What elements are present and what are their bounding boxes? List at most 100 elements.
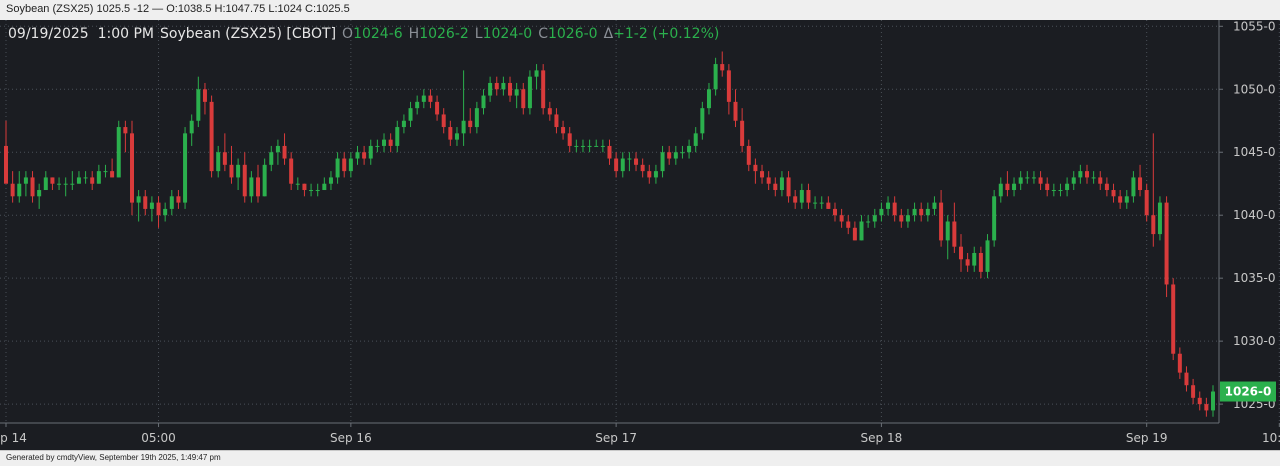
candle-body bbox=[574, 145, 579, 147]
candle-body bbox=[879, 208, 884, 216]
candle bbox=[103, 164, 108, 178]
candle bbox=[1171, 278, 1176, 361]
candle bbox=[627, 152, 632, 172]
candle-body bbox=[813, 202, 818, 204]
candle bbox=[249, 171, 254, 203]
candle-body bbox=[169, 196, 174, 209]
candle-body bbox=[992, 196, 997, 241]
candle-body bbox=[222, 152, 227, 165]
candle bbox=[1091, 171, 1096, 184]
candle-body bbox=[852, 227, 857, 241]
candle-body bbox=[282, 145, 287, 159]
candle bbox=[395, 120, 400, 153]
candle-body bbox=[70, 183, 75, 185]
candle-body bbox=[594, 145, 599, 147]
candle bbox=[23, 171, 28, 197]
candle-body bbox=[209, 101, 214, 172]
candle-body bbox=[527, 76, 532, 109]
candle bbox=[1045, 177, 1050, 197]
last-price-badge bbox=[1220, 381, 1276, 402]
legend-close-label: C bbox=[538, 26, 548, 42]
candle-body bbox=[242, 164, 247, 197]
footer-text: Generated by cmdtyView, September 19th 2… bbox=[6, 453, 221, 462]
candle bbox=[886, 196, 891, 216]
candle-body bbox=[1051, 190, 1056, 192]
candle-body bbox=[123, 127, 128, 134]
candle-body bbox=[229, 164, 234, 178]
candle bbox=[83, 171, 88, 184]
candle bbox=[1111, 183, 1116, 203]
candle-body bbox=[441, 114, 446, 128]
candle-body bbox=[196, 89, 201, 121]
candle bbox=[481, 89, 486, 115]
candle-body bbox=[249, 177, 254, 197]
candle bbox=[706, 82, 711, 115]
candle bbox=[315, 183, 320, 197]
legend-open: 1024-6 bbox=[353, 26, 403, 42]
candle-body bbox=[322, 183, 327, 191]
candle bbox=[839, 208, 844, 228]
candle bbox=[196, 76, 201, 128]
candle-body bbox=[746, 145, 751, 165]
candle bbox=[1124, 190, 1129, 209]
candle bbox=[1184, 366, 1189, 392]
candlestick-series bbox=[4, 51, 1215, 417]
candle bbox=[156, 196, 161, 228]
candle-body bbox=[793, 196, 798, 203]
candle-body bbox=[541, 70, 546, 109]
candle bbox=[43, 171, 48, 191]
candle bbox=[256, 164, 261, 203]
candle bbox=[813, 196, 818, 209]
candle bbox=[474, 101, 479, 134]
candle bbox=[269, 145, 274, 172]
candle bbox=[866, 215, 871, 228]
candle bbox=[50, 177, 55, 191]
candle bbox=[945, 215, 950, 260]
candle bbox=[594, 139, 599, 147]
price-chart[interactable]: 1025-01030-01035-01040-01045-01050-01055… bbox=[0, 19, 1280, 450]
candle-body bbox=[634, 158, 639, 165]
candle bbox=[1031, 171, 1036, 184]
candle bbox=[746, 139, 751, 172]
candle bbox=[905, 208, 910, 228]
candle-body bbox=[945, 221, 950, 241]
candle bbox=[130, 120, 135, 216]
candle bbox=[998, 177, 1003, 203]
candle bbox=[521, 82, 526, 115]
chart-panel[interactable]: 1025-0 1030-0 1035-0 1040-0 1045-0 1050-0 1055… bbox=[0, 19, 1280, 450]
candle-body bbox=[309, 190, 314, 192]
candle bbox=[76, 171, 81, 184]
candle bbox=[10, 171, 15, 203]
legend-low-label: L bbox=[475, 26, 483, 42]
candle-body bbox=[886, 202, 891, 209]
candle bbox=[680, 145, 685, 159]
candle bbox=[554, 108, 559, 134]
candle-body bbox=[256, 177, 261, 197]
candle bbox=[978, 246, 983, 279]
candle-body bbox=[826, 202, 831, 209]
candle-body bbox=[382, 139, 387, 146]
y-tick-label: 1050-0 bbox=[1233, 82, 1276, 96]
candle-body bbox=[786, 177, 791, 197]
candle-body bbox=[952, 221, 957, 247]
candle-body bbox=[494, 82, 499, 90]
plot-background bbox=[0, 20, 1280, 450]
candle bbox=[1197, 391, 1202, 411]
candle bbox=[1071, 171, 1076, 191]
time-axis-labels: Sep 14 05:00 Sep 16 Sep 17 Sep 18 Sep 19 10:00 bbox=[0, 423, 1280, 445]
legend-low: 1024-0 bbox=[483, 26, 533, 42]
candle bbox=[116, 120, 121, 178]
candle bbox=[700, 101, 705, 140]
candle bbox=[879, 202, 884, 222]
candle-body bbox=[30, 177, 35, 197]
candle-body bbox=[355, 152, 360, 159]
candle bbox=[925, 202, 930, 222]
legend-change-label: Δ bbox=[604, 26, 614, 42]
candle-body bbox=[627, 158, 632, 160]
candle-body bbox=[514, 89, 519, 96]
candle-body bbox=[534, 70, 539, 77]
candle bbox=[468, 108, 473, 134]
candle-body bbox=[202, 89, 207, 102]
candle bbox=[985, 234, 990, 279]
candle bbox=[753, 158, 758, 184]
